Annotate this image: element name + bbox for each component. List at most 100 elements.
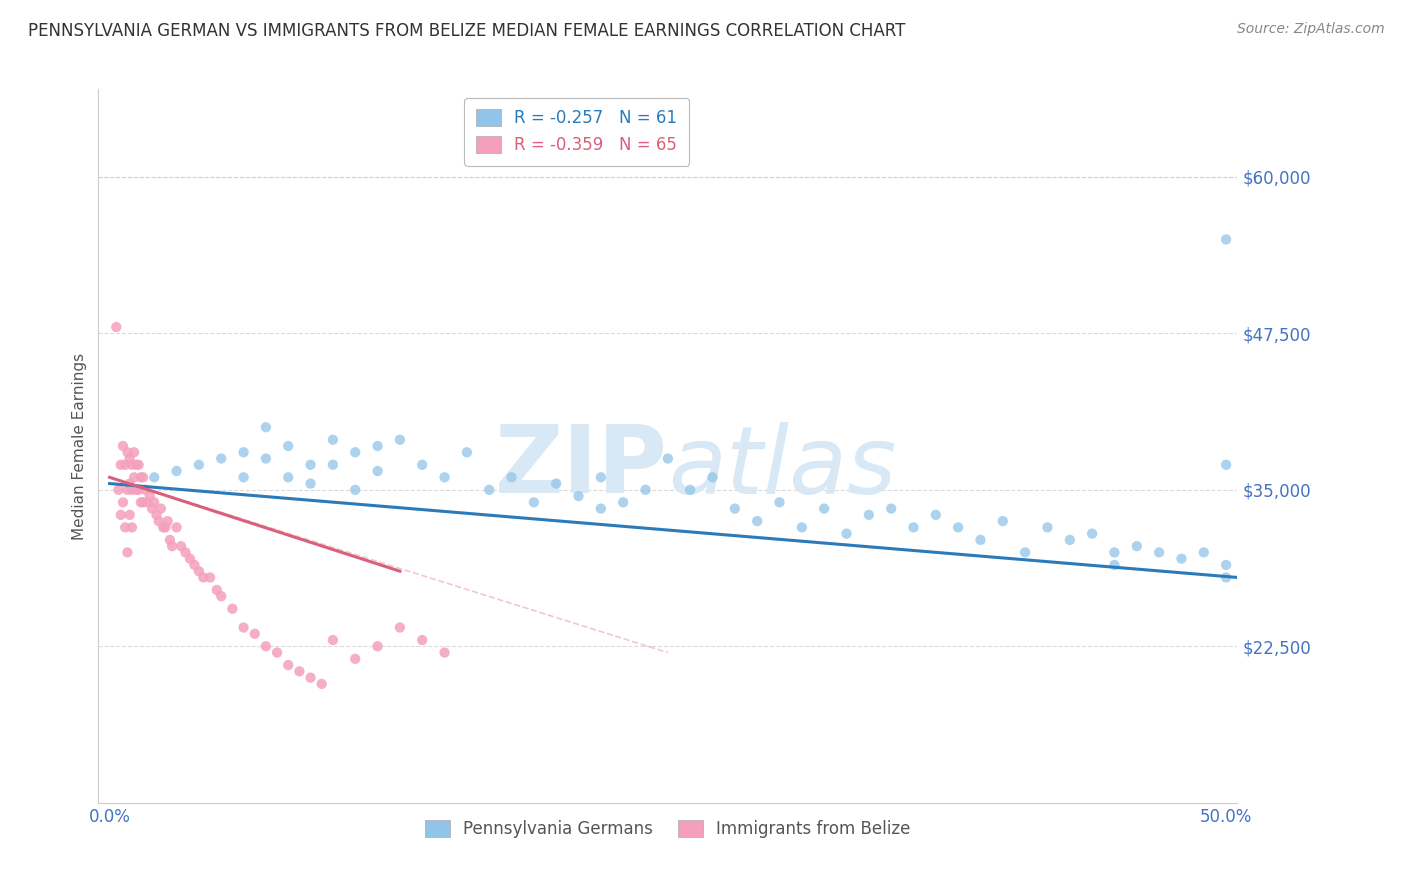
Point (546, 476, 568, 491)
Point (679, 483, 702, 497)
Point (148, 514, 170, 528)
Point (121, 483, 143, 497)
Point (110, 508, 132, 522)
Point (254, 640, 277, 654)
Point (134, 483, 156, 497)
Point (1104, 558, 1126, 572)
Text: PENNSYLVANIA GERMAN VS IMMIGRANTS FROM BELIZE MEDIAN FEMALE EARNINGS CORRELATION: PENNSYLVANIA GERMAN VS IMMIGRANTS FROM B… (28, 22, 905, 40)
Point (1081, 526, 1104, 541)
Point (232, 445, 254, 459)
Point (187, 564, 209, 578)
Point (105, 320, 128, 334)
Point (114, 458, 136, 472)
Point (835, 526, 858, 541)
Point (903, 520, 925, 534)
Point (111, 439, 134, 453)
Point (411, 633, 433, 648)
Point (266, 646, 288, 660)
Point (969, 533, 991, 547)
Point (232, 621, 254, 635)
Point (1059, 533, 1081, 547)
Point (122, 445, 145, 459)
Point (221, 601, 243, 615)
Point (170, 539, 193, 553)
Point (1104, 545, 1126, 559)
Point (288, 665, 311, 679)
Point (232, 470, 254, 484)
Point (790, 520, 813, 534)
Point (367, 640, 389, 654)
Point (121, 520, 143, 534)
Point (209, 451, 232, 466)
Point (1215, 558, 1237, 572)
Point (118, 508, 141, 522)
Point (1215, 570, 1237, 584)
Point (143, 495, 166, 509)
Point (299, 476, 322, 491)
Point (657, 451, 679, 466)
Point (125, 483, 148, 497)
Point (128, 458, 150, 472)
Point (433, 470, 456, 484)
Point (322, 633, 344, 648)
Point (111, 495, 134, 509)
Point (478, 483, 501, 497)
Point (388, 433, 411, 447)
Point (589, 501, 612, 516)
Point (388, 621, 411, 635)
Point (1170, 551, 1192, 566)
Point (456, 445, 478, 459)
Point (183, 558, 205, 572)
Point (117, 445, 139, 459)
Point (880, 501, 903, 516)
Point (125, 458, 148, 472)
Point (567, 489, 589, 503)
Point (193, 570, 215, 584)
Point (634, 483, 657, 497)
Point (702, 470, 724, 484)
Point (152, 520, 174, 534)
Point (209, 589, 232, 603)
Point (344, 483, 367, 497)
Point (129, 495, 152, 509)
Point (128, 483, 150, 497)
Point (118, 451, 141, 466)
Point (277, 470, 299, 484)
Point (299, 671, 322, 685)
Point (367, 464, 389, 478)
Point (132, 495, 155, 509)
Point (768, 495, 790, 509)
Point (589, 470, 612, 484)
Point (322, 458, 344, 472)
Point (1147, 545, 1170, 559)
Point (205, 582, 228, 597)
Point (858, 508, 880, 522)
Text: Source: ZipAtlas.com: Source: ZipAtlas.com (1237, 22, 1385, 37)
Point (311, 677, 333, 691)
Point (118, 476, 141, 491)
Point (243, 627, 266, 641)
Point (187, 458, 209, 472)
Point (367, 439, 389, 453)
Point (141, 501, 163, 516)
Point (136, 495, 159, 509)
Point (299, 458, 322, 472)
Point (433, 646, 456, 660)
Text: ZIP: ZIP (495, 421, 668, 514)
Point (121, 458, 143, 472)
Point (344, 445, 367, 459)
Point (129, 470, 152, 484)
Point (925, 508, 948, 522)
Point (145, 508, 167, 522)
Point (149, 501, 172, 516)
Point (747, 514, 769, 528)
Point (1126, 539, 1149, 553)
Point (198, 570, 221, 584)
Point (344, 652, 367, 666)
Point (612, 495, 634, 509)
Point (117, 545, 139, 559)
Point (114, 520, 136, 534)
Point (166, 464, 188, 478)
Point (813, 501, 835, 516)
Point (277, 658, 299, 673)
